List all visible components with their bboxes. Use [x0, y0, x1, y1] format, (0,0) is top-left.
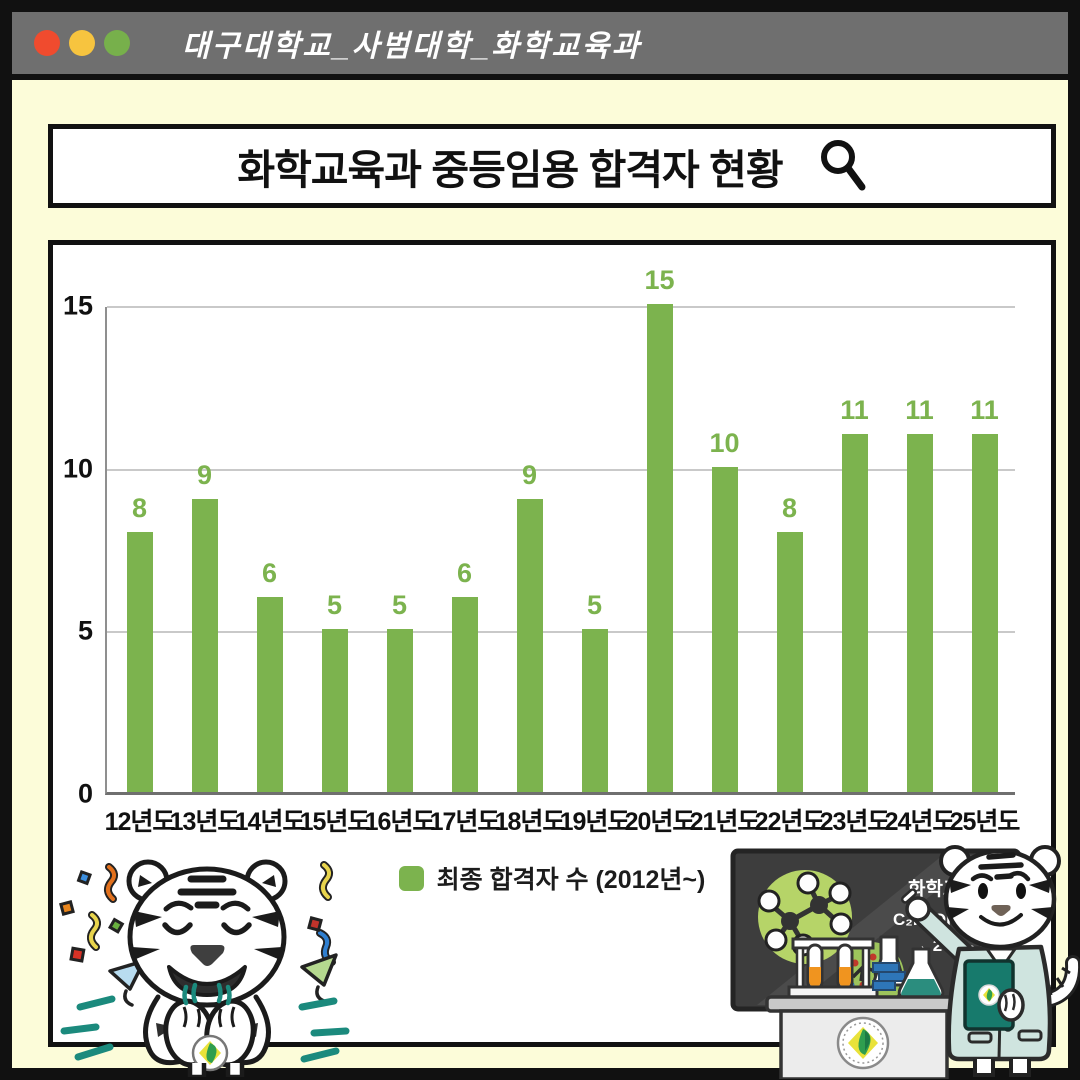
bar-value-label: 5	[391, 590, 408, 621]
lab-equipment	[787, 935, 945, 1000]
bar-20년도	[646, 304, 673, 792]
bar-value-label: 6	[261, 557, 278, 588]
x-axis-tick-label: 15년도	[299, 808, 371, 836]
bar-value-label: 8	[131, 492, 148, 523]
app-window: 대구대학교_사범대학_화학교육과 화학교육과 중등임용 합격자 현황 0 5 10 1…	[12, 12, 1080, 1079]
bar-12년도	[126, 531, 153, 792]
x-axis-tick-label: 25년도	[949, 808, 1021, 836]
window-titlebar: 대구대학교_사범대학_화학교육과	[12, 12, 1068, 80]
bar-value-label: 9	[521, 460, 538, 491]
bar-19년도	[581, 629, 608, 792]
tiger-professor	[901, 845, 1080, 1077]
x-axis-tick-label: 20년도	[624, 808, 696, 836]
bar-value-label: 11	[970, 395, 999, 426]
x-axis-tick-label: 22년도	[754, 808, 826, 836]
x-axis-tick-label: 17년도	[429, 808, 501, 836]
y-axis-tick-label: 10	[62, 452, 93, 483]
y-axis-tick-label: 15	[62, 290, 93, 321]
bar-22년도	[776, 531, 803, 792]
bar-value-label: 10	[709, 427, 740, 458]
x-axis-tick-label: 12년도	[104, 808, 176, 836]
bar-23년도	[841, 434, 868, 792]
x-axis-tick-label: 16년도	[364, 808, 436, 836]
search-icon[interactable]	[817, 138, 867, 194]
bar-chart-plot: 0 5 10 15 8 12년도 9 13년도 6 14년도 5 15년도 5 16년도 6 17년도 9 18년…	[63, 265, 1020, 836]
gridline-15	[107, 306, 1015, 308]
bar-value-label: 8	[781, 492, 798, 523]
close-button[interactable]	[34, 30, 60, 56]
bar-16년도	[386, 629, 413, 792]
bar-value-label: 5	[326, 590, 343, 621]
lab-table	[765, 995, 965, 1079]
bar-value-label: 9	[196, 460, 213, 491]
chemistry-scene: 화학교육 C₂H₅OH + 3O₂ → 2CO₂ + 3H₂O	[730, 845, 1080, 1079]
x-axis-tick-label: 24년도	[884, 808, 956, 836]
gridline-5	[107, 631, 1015, 634]
tiger-body	[126, 859, 288, 1077]
bar-value-label: 11	[905, 395, 934, 426]
y-axis-tick-label: 5	[77, 615, 93, 646]
x-axis-tick-label: 23년도	[819, 808, 891, 836]
x-axis-tick-label: 19년도	[559, 808, 631, 836]
bar-24년도	[906, 434, 933, 792]
x-axis-tick-label: 18년도	[494, 808, 566, 836]
emphasis-lines	[60, 995, 350, 1063]
bar-value-label: 6	[456, 557, 473, 588]
x-axis-tick-label: 14년도	[234, 808, 306, 836]
window-controls	[34, 30, 130, 56]
bar-17년도	[451, 596, 478, 792]
legend-label: 최종 합격자 수 (2012년~)	[436, 866, 706, 894]
chart-legend: 최종 합격자 수 (2012년~)	[53, 860, 1051, 896]
x-axis-tick-label: 13년도	[169, 808, 241, 836]
gridline-10	[107, 468, 1015, 471]
x-axis-tick-label: 21년도	[689, 808, 761, 836]
tiger-mascot-clapping	[59, 859, 350, 1077]
minimize-button[interactable]	[69, 30, 95, 56]
bar-15년도	[321, 629, 348, 792]
bar-14년도	[256, 596, 283, 792]
bar-value-label: 15	[644, 265, 675, 295]
page-title-box: 화학교육과 중등임용 합격자 현황	[48, 124, 1056, 208]
bar-value-label: 11	[840, 395, 869, 426]
bar-18년도	[516, 499, 543, 792]
legend-swatch	[398, 865, 424, 891]
page-title: 화학교육과 중등임용 합격자 현황	[237, 147, 783, 193]
y-axis-tick-label: 0	[77, 778, 93, 809]
bar-13년도	[191, 499, 218, 792]
window-title: 대구대학교_사범대학_화학교육과	[182, 30, 642, 63]
maximize-button[interactable]	[104, 30, 130, 56]
bar-value-label: 5	[586, 590, 603, 621]
bar-25년도	[971, 434, 998, 792]
confetti	[59, 861, 338, 1007]
bar-21년도	[711, 466, 738, 792]
